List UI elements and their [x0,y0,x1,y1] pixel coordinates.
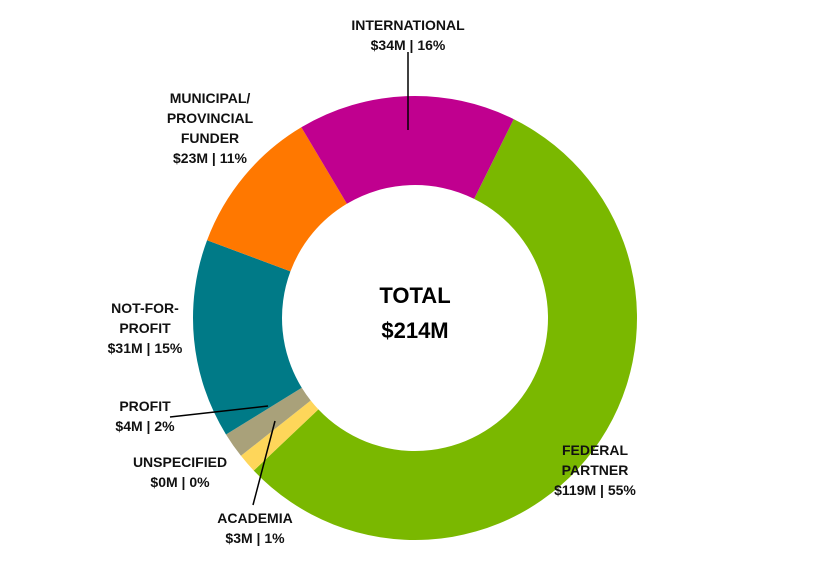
slice-municipal-provincial-funder [207,127,347,272]
label-profit: PROFIT $4M | 2% [95,396,195,436]
label-name: PROFIT [119,320,171,336]
slice-profit [225,387,311,456]
label-municipal-provincial: MUNICIPAL/ PROVINCIAL FUNDER $23M | 11% [145,88,275,168]
label-academia: ACADEMIA $3M | 1% [195,508,315,548]
center-total-value: $214M [381,318,449,343]
label-name: NOT-FOR- [111,300,179,316]
label-value: $0M | 0% [150,474,210,490]
label-name: MUNICIPAL/ [169,90,251,106]
slice-federal-partner [253,119,637,541]
leader-line-academia [252,420,276,506]
label-name: UNSPECIFIED [132,454,228,470]
label-name: PARTNER [561,462,629,478]
label-name: ACADEMIA [217,510,293,526]
label-name: INTERNATIONAL [351,17,465,33]
label-name: PROVINCIAL [166,110,254,126]
label-unspecified: UNSPECIFIED $0M | 0% [110,452,250,492]
label-value: $31M | 15% [107,340,183,356]
label-value: $23M | 11% [173,150,247,166]
label-value: $119M | 55% [554,482,636,498]
slice-not-for-profit [192,240,302,435]
slice-international [301,96,514,204]
center-total-title: TOTAL [379,283,451,308]
leader-line-profit [169,405,269,418]
label-value: $34M | 16% [370,37,446,53]
label-name: FEDERAL [561,442,629,458]
label-name: PROFIT [119,398,171,414]
label-federal-partner: FEDERAL PARTNER $119M | 55% [530,440,660,500]
slice-academia [240,400,319,471]
label-not-for-profit: NOT-FOR- PROFIT $31M | 15% [85,298,205,358]
label-value: $3M | 1% [225,530,285,546]
label-value: $4M | 2% [115,418,175,434]
label-international: INTERNATIONAL $34M | 16% [338,15,478,55]
label-name: FUNDER [180,130,240,146]
